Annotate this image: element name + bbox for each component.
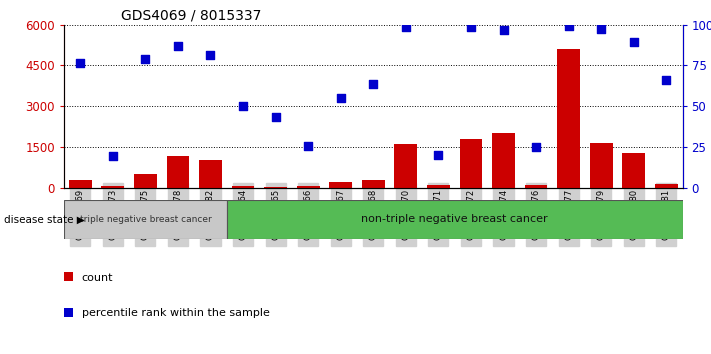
- Bar: [64, 200, 227, 239]
- Bar: [102, 186, 124, 188]
- Point: [368, 82, 379, 87]
- Point: [628, 40, 639, 45]
- Point: [205, 52, 216, 57]
- Point: [433, 152, 444, 158]
- Bar: [655, 184, 678, 188]
- Bar: [69, 180, 92, 188]
- Point: [270, 114, 282, 120]
- Bar: [557, 49, 580, 188]
- Bar: [362, 180, 385, 188]
- Text: triple negative breast cancer: triple negative breast cancer: [80, 215, 211, 224]
- Bar: [227, 200, 683, 239]
- Text: disease state ▶: disease state ▶: [4, 215, 85, 224]
- Bar: [134, 174, 156, 188]
- Bar: [525, 185, 547, 188]
- Point: [530, 144, 542, 150]
- Point: [75, 60, 86, 65]
- Point: [498, 27, 509, 33]
- Bar: [590, 143, 613, 188]
- Bar: [264, 187, 287, 188]
- Bar: [492, 133, 515, 188]
- Bar: [232, 186, 255, 188]
- Bar: [459, 139, 482, 188]
- Bar: [199, 160, 222, 188]
- Point: [302, 143, 314, 148]
- Bar: [329, 182, 352, 188]
- Point: [465, 25, 476, 30]
- Point: [661, 78, 672, 83]
- Bar: [166, 156, 189, 188]
- Point: [172, 44, 183, 49]
- Point: [335, 95, 346, 101]
- Point: [400, 25, 412, 30]
- Text: count: count: [82, 273, 113, 283]
- Bar: [427, 185, 450, 188]
- Point: [596, 26, 607, 32]
- Text: GDS4069 / 8015337: GDS4069 / 8015337: [121, 9, 261, 23]
- Point: [237, 103, 249, 109]
- Bar: [296, 186, 319, 188]
- Text: percentile rank within the sample: percentile rank within the sample: [82, 308, 269, 318]
- Point: [563, 23, 574, 29]
- Bar: [622, 153, 645, 188]
- Point: [107, 154, 119, 159]
- Point: [139, 56, 151, 62]
- Bar: [395, 144, 417, 188]
- Text: non-triple negative breast cancer: non-triple negative breast cancer: [361, 215, 548, 224]
